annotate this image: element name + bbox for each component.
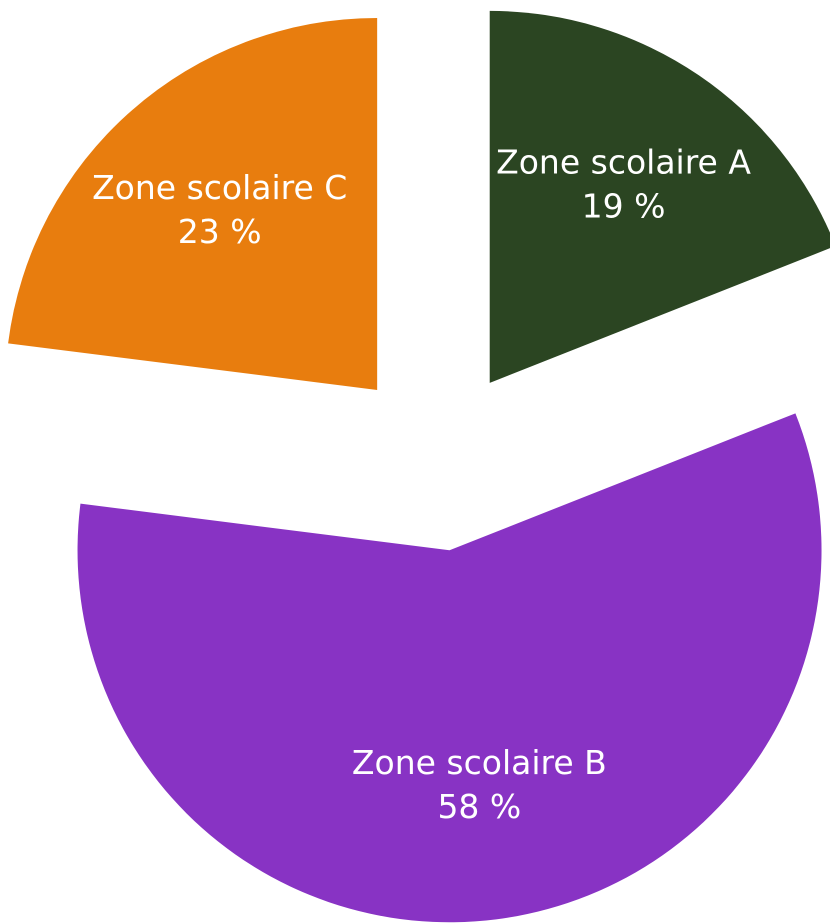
pie-slice [77, 413, 822, 923]
slice-label: Zone scolaire C [92, 168, 347, 207]
slice-label: Zone scolaire A [496, 142, 751, 181]
slice-value-label: 58 % [437, 787, 521, 826]
pie-slice [8, 17, 378, 390]
pie-slice [489, 10, 830, 383]
slice-value-label: 23 % [178, 212, 262, 251]
slice-value-label: 19 % [582, 186, 666, 225]
slice-label: Zone scolaire B [352, 743, 607, 782]
